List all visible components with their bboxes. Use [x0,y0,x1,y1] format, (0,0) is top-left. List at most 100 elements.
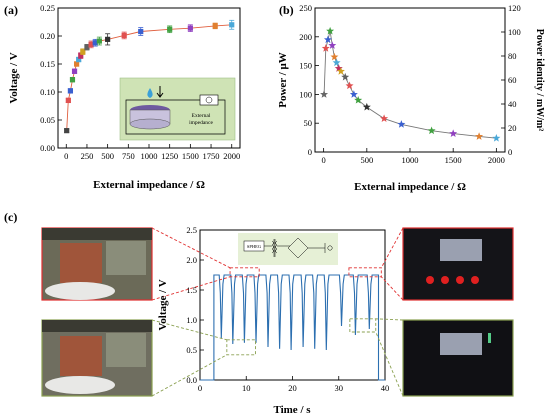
impedance-box-icon [199,94,219,106]
x-tick-label: 0 [198,383,202,393]
data-point [96,38,102,44]
panel-b-letter: (b) [279,3,294,17]
leader-line [151,319,227,341]
panel-c: (c) 0.0 0.5 1.0 1.5 2.0 2.5 0 10 20 30 40 [4,210,514,416]
data-point-star [380,114,389,122]
x-axis-c: 0 10 20 30 40 [198,376,389,393]
voltmeter-icon [205,96,213,104]
leader-line [151,354,228,397]
panel-b: (b) 0 50 100 150 200 250 0 20 40 60 80 100 120 0 500… [277,3,545,193]
data-point-star [354,95,363,104]
photo-top-left [41,227,153,301]
x-tick-label: 10 [242,383,251,393]
rectifier-icon [287,237,309,259]
y-tick-label: 0 [308,147,312,157]
data-point-star [341,72,350,81]
data-point [67,88,74,94]
leader-line [380,276,404,301]
x-axis-label-a: External impedance / Ω [93,179,205,191]
y-tick-label: 200 [299,32,312,42]
x-tick-label: 1250 [161,151,178,161]
x-tick-label: 1000 [402,155,419,165]
x-tick-label: 1750 [203,151,220,161]
red-dashed-box-right [348,267,382,278]
x-tick-label: 2000 [223,151,240,161]
data-point [69,77,76,83]
data-point-star [330,52,339,61]
y-tick-label: 1.5 [186,285,197,295]
data-point [212,23,218,29]
data-point [138,28,144,35]
data-point [80,49,86,55]
y-tick-label: 0.10 [40,87,55,97]
annotation-boxes [151,227,404,397]
circuit-output-wire [308,243,326,253]
leader-line [375,318,404,321]
y-axis-label-right-b: Power identity / mW/m² [534,29,545,132]
inset-label-line1: External [192,113,211,119]
data-point [78,53,84,59]
y-tick-label: 0.25 [40,3,55,13]
data-point-star [320,90,329,98]
leader-lines [151,227,404,397]
data-point [105,36,111,42]
y-tick-label-right: 60 [508,75,517,85]
y-axis-b: 0 50 100 150 200 250 [299,3,319,157]
x-tick-label: 250 [81,151,94,161]
data-point [76,56,82,63]
y-tick-label: 0.00 [40,143,55,153]
transformer-icon [264,239,290,257]
y-tick-label: 0.15 [40,59,55,69]
y-axis-c: 0.0 0.5 1.0 1.5 2.0 2.5 [186,225,204,385]
green-dashed-box-right [349,318,377,333]
x-tick-label: 0 [64,151,68,161]
x-axis-b: 0 500 1000 1500 2000 [322,148,505,165]
x-tick-label: 30 [335,383,344,393]
data-point [64,128,70,134]
x-tick-label: 1500 [182,151,199,161]
y-tick-label: 0.05 [40,115,55,125]
data-point-star [334,64,343,72]
x-tick-label: 40 [381,383,390,393]
data-point [84,44,90,50]
x-tick-label: 750 [122,151,135,161]
data-point-star [397,120,406,128]
data-point-star [336,67,345,75]
data-point [121,32,127,39]
data-point-star [345,81,354,90]
data-point [167,26,173,32]
arrow-down-icon [156,86,164,98]
data-point-star [362,102,371,111]
x-tick-label: 500 [360,155,373,165]
y-tick-label: 250 [299,3,312,13]
spheg-label: SPHEG [247,244,262,249]
data-point [71,68,78,74]
data-point-star [475,132,484,140]
data-point [92,40,98,46]
inset-schematic-a: External impedance [119,77,236,141]
data-point [88,41,94,47]
data-point-star [449,129,458,137]
y-tick-label: 50 [304,118,313,128]
y-tick-label: 0.20 [40,31,55,41]
x-axis-label-c: Time / s [273,404,311,416]
y-axis-a: 0.00 0.05 0.10 0.15 0.20 0.25 [40,3,62,153]
panel-a-letter: (a) [4,3,18,17]
y-axis-label-b: Power / μW [277,52,289,108]
y-tick-label-right: 120 [508,3,521,13]
data-point [229,22,235,28]
x-tick-label: 0 [322,155,326,165]
droplet-icon [147,88,153,98]
y-axis-label-c: Voltage / V [157,279,169,330]
y-tick-label: 2.0 [186,255,197,265]
panel-a: (a) 0.00 0.05 0.10 0.15 0.20 0.25 0 250 500 750 1… [4,3,241,191]
circuit-wire [125,99,226,135]
inset-label-line2: impedance [189,120,213,126]
y-tick-label-right: 0 [508,147,512,157]
x-axis-a: 0 250 500 750 1000 1250 1500 1750 2000 [64,144,240,161]
x-tick-label: 1000 [141,151,158,161]
y-tick-label: 100 [299,89,312,99]
y-axis-right-b: 0 20 40 60 80 100 120 [501,3,521,157]
data-point [187,25,193,31]
load-icon [327,245,333,251]
